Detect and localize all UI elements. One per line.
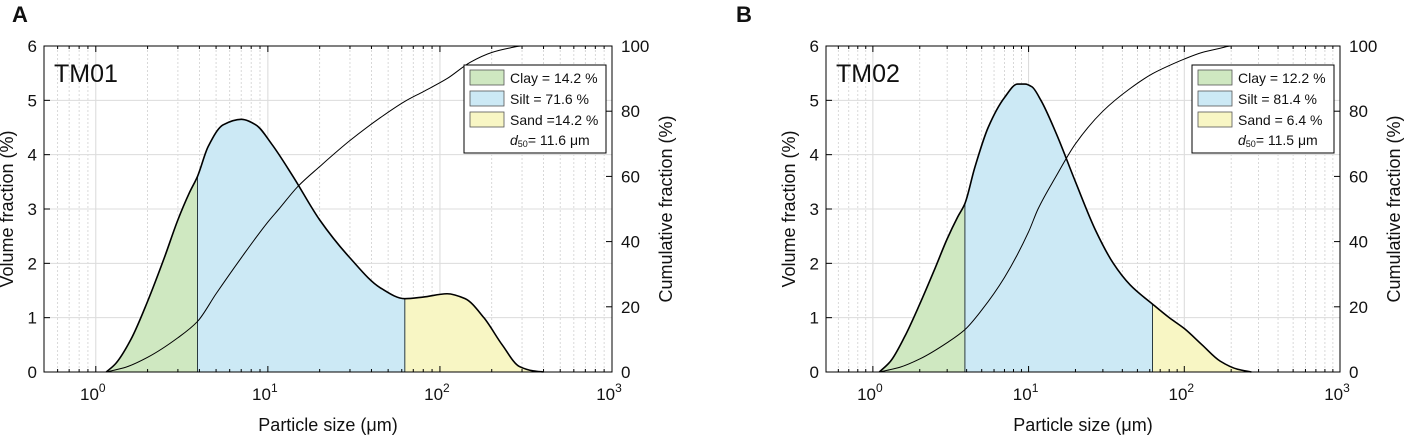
- y-tick-label: 1: [28, 309, 37, 328]
- area-silt: [964, 84, 1153, 372]
- legend-label-sand: Sand = 6.4 %: [1238, 112, 1322, 128]
- sample-name: TM01: [54, 60, 118, 88]
- area-clay: [106, 176, 198, 372]
- legend-d50-subscript: 50: [1246, 139, 1256, 149]
- y-tick-label: 2: [28, 254, 37, 273]
- sample-name: TM02: [836, 60, 900, 88]
- legend: Clay = 12.2 % Silt = 81.4 % Sand = 6.4 % d5…: [1191, 64, 1335, 154]
- y2-tick-label: 0: [621, 363, 630, 382]
- legend-swatch-clay: [469, 69, 505, 86]
- x-tick-exponent: 1: [1032, 381, 1039, 395]
- y-tick-label: 3: [28, 200, 37, 219]
- legend-d50-value: = 11.5 μm: [1256, 132, 1318, 148]
- volume-fraction-line: [105, 118, 544, 373]
- legend-label-silt: Silt = 71.6 %: [510, 91, 589, 107]
- legend-swatch-sand: [469, 111, 505, 128]
- x-tick-label: 101: [1013, 381, 1039, 404]
- x-tick-label: 102: [424, 381, 450, 404]
- y2-tick-label: 40: [621, 233, 640, 252]
- legend-d50-symbol: d: [1238, 132, 1247, 148]
- x-tick-exponent: 0: [99, 381, 106, 395]
- x-tick-label: 100: [80, 381, 106, 404]
- x-tick-base: 10: [1324, 385, 1343, 404]
- x-tick-label: 103: [596, 381, 622, 404]
- volume-fraction-line: [878, 83, 1252, 373]
- y-tick-label: 0: [810, 363, 819, 382]
- legend-label-sand: Sand =14.2 %: [510, 112, 598, 128]
- y-tick-label: 0: [28, 363, 37, 382]
- area-silt: [197, 119, 405, 372]
- x-tick-exponent: 3: [1343, 381, 1350, 395]
- x-axis-title: Particle size (μm): [1013, 415, 1152, 435]
- legend-d50: d50= 11.6 μm: [510, 132, 590, 149]
- x-tick-exponent: 0: [876, 381, 883, 395]
- area-sand: [1152, 304, 1252, 372]
- legend-d50-symbol: d: [510, 132, 519, 148]
- y-tick-label: 5: [28, 91, 37, 110]
- x-tick-base: 10: [424, 385, 443, 404]
- y2-tick-label: 60: [621, 167, 640, 186]
- legend-swatch-silt: [469, 90, 505, 107]
- y2-tick-label: 100: [1349, 37, 1377, 56]
- y-axis-title: Volume fraction (%): [779, 130, 799, 287]
- y2-tick-label: 100: [621, 37, 649, 56]
- y-tick-label: 4: [810, 146, 819, 165]
- y2-tick-label: 20: [1349, 298, 1368, 317]
- x-ticks: [837, 46, 1334, 372]
- x-tick-exponent: 3: [615, 381, 622, 395]
- y2-tick-label: 40: [1349, 233, 1368, 252]
- x-tick-base: 10: [80, 385, 99, 404]
- y2-axis-title: Cumulative fraction (%): [656, 115, 676, 302]
- panel-label: B: [736, 2, 752, 27]
- legend-label-clay: Clay = 12.2 %: [1238, 70, 1326, 86]
- x-ticks: [57, 46, 605, 372]
- y2-tick-label: 0: [1349, 363, 1358, 382]
- y-tick-label: 6: [28, 37, 37, 56]
- x-tick-base: 10: [857, 385, 876, 404]
- legend: Clay = 14.2 % Silt = 71.6 % Sand =14.2 % d5…: [463, 64, 607, 154]
- y-tick-label: 6: [810, 37, 819, 56]
- x-tick-label: 102: [1168, 381, 1194, 404]
- x-tick-label: 100: [857, 381, 883, 404]
- cumulative-fraction-line: [106, 45, 612, 373]
- x-tick-exponent: 2: [443, 381, 450, 395]
- legend-swatch-clay: [1197, 69, 1233, 86]
- x-tick-base: 10: [1168, 385, 1187, 404]
- legend-d50-subscript: 50: [518, 139, 528, 149]
- legend-label-silt: Silt = 81.4 %: [1238, 91, 1317, 107]
- y2-tick-label: 20: [621, 298, 640, 317]
- x-tick-base: 10: [1013, 385, 1032, 404]
- y2-tick-label: 80: [621, 102, 640, 121]
- area-clay: [879, 203, 965, 372]
- y2-axis-title: Cumulative fraction (%): [1384, 115, 1404, 302]
- y2-tick-label: 60: [1349, 167, 1368, 186]
- x-axis-title: Particle size (μm): [258, 415, 397, 435]
- y-axis-title: Volume fraction (%): [0, 130, 17, 287]
- x-tick-label: 101: [252, 381, 278, 404]
- panel-label: A: [12, 2, 28, 27]
- y-tick-label: 5: [810, 91, 819, 110]
- x-tick-base: 10: [596, 385, 615, 404]
- legend-swatch-sand: [1197, 111, 1233, 128]
- y-tick-label: 2: [810, 254, 819, 273]
- legend-d50-value: = 11.6 μm: [528, 132, 590, 148]
- area-sand: [404, 293, 544, 372]
- x-tick-base: 10: [252, 385, 271, 404]
- x-tick-exponent: 1: [271, 381, 278, 395]
- y-tick-label: 4: [28, 146, 37, 165]
- y-tick-label: 3: [810, 200, 819, 219]
- x-tick-label: 103: [1324, 381, 1350, 404]
- cumulative-fraction-line: [879, 45, 1340, 373]
- legend-swatch-silt: [1197, 90, 1233, 107]
- x-tick-exponent: 2: [1187, 381, 1194, 395]
- legend-d50: d50= 11.5 μm: [1238, 132, 1318, 149]
- legend-label-clay: Clay = 14.2 %: [510, 70, 598, 86]
- y2-tick-label: 80: [1349, 102, 1368, 121]
- y-tick-label: 1: [810, 309, 819, 328]
